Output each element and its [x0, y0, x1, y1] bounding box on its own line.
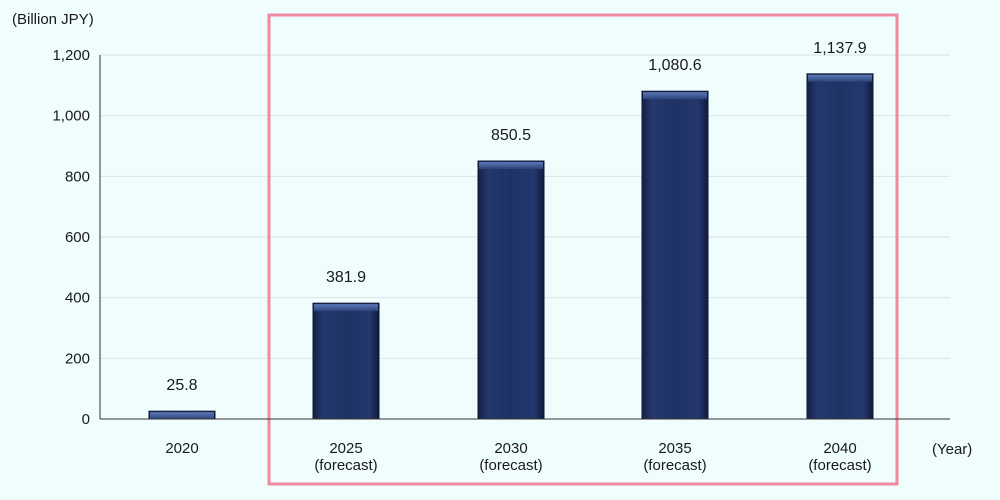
data-label: 381.9	[326, 269, 366, 286]
y-tick-label: 1,000	[52, 108, 90, 125]
x-tick-sublabel: (forecast)	[314, 457, 377, 474]
bar-top-highlight	[479, 162, 543, 170]
x-tick-sublabel: (forecast)	[479, 457, 542, 474]
bars	[148, 73, 874, 420]
y-tick-label: 1,200	[52, 47, 90, 64]
labels: 0 200 400 600 800 1,000 1,200 25.8 2020 381.9 2025…	[52, 40, 871, 474]
x-tick-sublabel: (forecast)	[643, 457, 706, 474]
x-tick-label: 2035	[658, 440, 691, 457]
data-label: 25.8	[166, 377, 197, 394]
data-label: 1,080.6	[648, 57, 701, 74]
x-tick-label: 2025	[329, 440, 362, 457]
axes	[99, 55, 950, 420]
bar	[312, 302, 380, 420]
y-tick-label: 600	[65, 229, 90, 246]
data-label: 1,137.9	[813, 40, 866, 57]
x-tick-label: 2040	[823, 440, 856, 457]
x-tick-label: 2030	[494, 440, 527, 457]
bar	[806, 73, 874, 420]
y-tick-label: 400	[65, 290, 90, 307]
y-tick-label: 0	[82, 411, 90, 428]
bar-top-highlight	[314, 304, 378, 312]
bar-top-highlight	[150, 412, 214, 420]
forecast-highlight-box	[267, 13, 899, 486]
bar	[641, 90, 709, 420]
y-axis-unit-label: (Billion JPY)	[12, 11, 94, 28]
y-tick-label: 200	[65, 350, 90, 367]
x-tick-sublabel: (forecast)	[808, 457, 871, 474]
bar-top-highlight	[808, 74, 872, 82]
x-tick-label: 2020	[165, 440, 198, 457]
bar	[477, 160, 545, 420]
y-tick-label: 800	[65, 168, 90, 185]
x-axis-unit-label: (Year)	[932, 441, 972, 458]
data-label: 850.5	[491, 127, 531, 144]
bar-top-highlight	[643, 92, 707, 100]
